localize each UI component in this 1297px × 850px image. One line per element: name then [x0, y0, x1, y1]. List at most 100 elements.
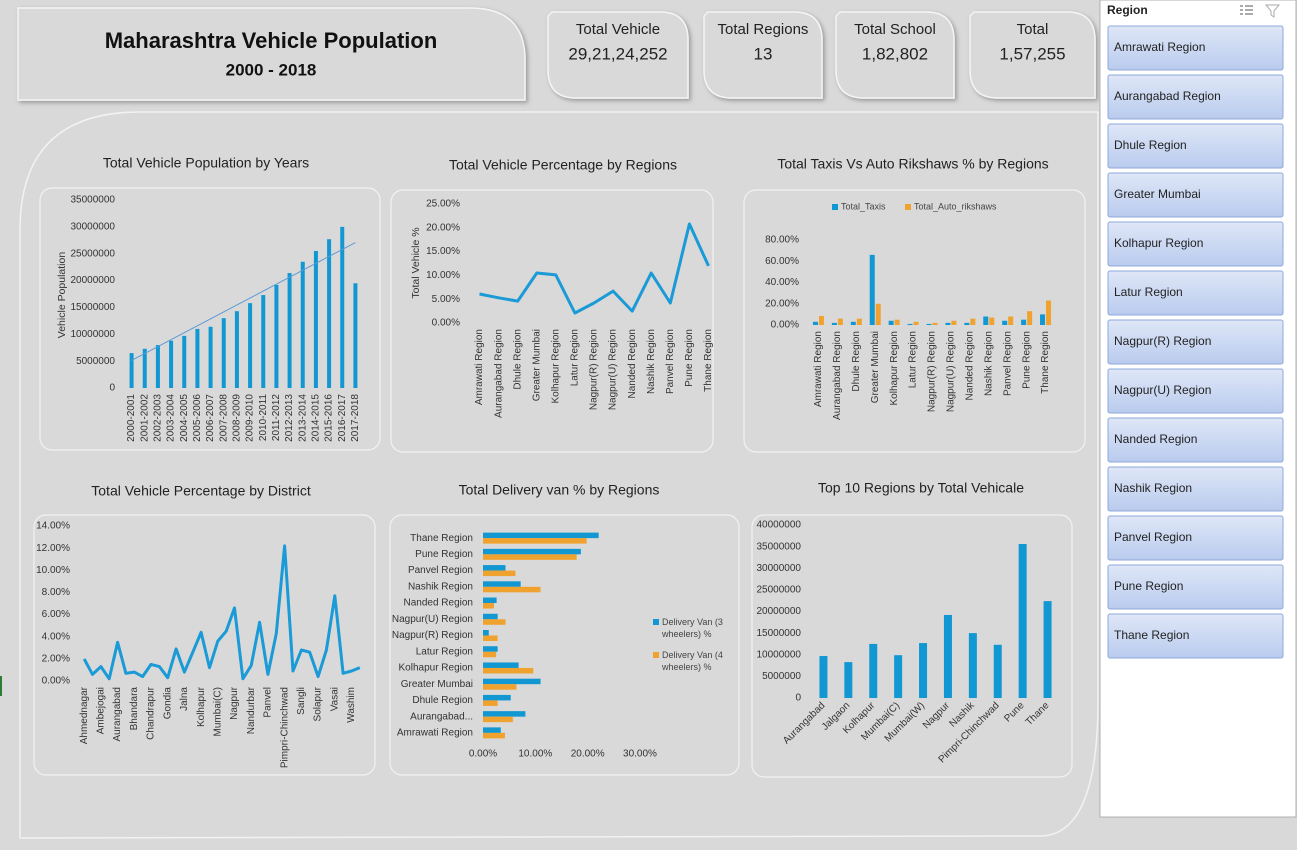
- kpi-card: [969, 11, 1096, 99]
- x-tick-label: 2015-2016: [324, 394, 335, 442]
- slicer-button[interactable]: [1107, 466, 1284, 512]
- slicer-button[interactable]: [1107, 74, 1284, 120]
- slicer-button[interactable]: [1107, 221, 1284, 267]
- slicer-item-label[interactable]: Nagpur(R) Region: [1114, 334, 1211, 348]
- slicer-item-label[interactable]: Pune Region: [1114, 579, 1183, 593]
- bar: [483, 581, 521, 587]
- slicer-item[interactable]: Nanded Region: [1107, 417, 1284, 463]
- slicer-item-label[interactable]: Latur Region: [1114, 285, 1183, 299]
- bar: [261, 295, 266, 388]
- y-tick-label: 8.00%: [42, 587, 70, 598]
- slicer-item-label[interactable]: Dhule Region: [1114, 138, 1187, 152]
- y-tick-label: Thane Region: [410, 533, 473, 544]
- bar: [483, 630, 489, 636]
- x-tick-label: Aurangabad: [112, 687, 123, 742]
- y-tick-label: 20000000: [757, 606, 802, 617]
- bar: [142, 348, 147, 388]
- x-tick-label: Solapur: [313, 686, 324, 721]
- slicer-button[interactable]: [1107, 368, 1284, 414]
- x-tick-label: 20.00%: [571, 749, 605, 760]
- bar: [812, 321, 818, 325]
- y-tick-label: 20000000: [71, 275, 116, 286]
- chart-panel: [389, 514, 740, 776]
- slicer-item-label[interactable]: Nashik Region: [1114, 481, 1192, 495]
- bar: [1040, 314, 1046, 325]
- slicer-item[interactable]: Panvel Region: [1107, 515, 1284, 561]
- y-tick-label: 10.00%: [426, 270, 460, 281]
- y-tick-label: 4.00%: [42, 631, 70, 642]
- slicer-button[interactable]: [1107, 123, 1284, 169]
- bar: [819, 656, 828, 698]
- slicer-button[interactable]: [1107, 417, 1284, 463]
- y-axis-label: Total Vehicle %: [410, 227, 422, 298]
- dashboard-title: Maharashtra Vehicle Population: [105, 28, 438, 53]
- x-tick-label: Vasai: [329, 687, 340, 711]
- slicer-button[interactable]: [1107, 25, 1284, 71]
- x-tick-label: 2005-2006: [192, 394, 203, 442]
- y-tick-label: 25000000: [71, 248, 116, 259]
- chart-title: Total Vehicle Percentage by Regions: [449, 157, 677, 173]
- bar: [287, 273, 292, 388]
- bar: [869, 254, 875, 325]
- slicer-item-label[interactable]: Aurangabad Region: [1114, 89, 1221, 103]
- slicer-item[interactable]: Pune Region: [1107, 564, 1284, 610]
- slicer-item-label[interactable]: Kolhapur Region: [1114, 236, 1203, 250]
- x-tick-label: 10.00%: [518, 749, 552, 760]
- slicer-item[interactable]: Thane Region: [1107, 613, 1284, 659]
- slicer-item-label[interactable]: Greater Mumbai: [1114, 187, 1201, 201]
- chart-title: Total Vehicle Population by Years: [103, 155, 309, 171]
- kpi-value: 29,21,24,252: [568, 44, 667, 63]
- bar: [483, 554, 577, 560]
- bar: [483, 678, 541, 685]
- clear-filter-icon[interactable]: [1264, 4, 1281, 18]
- slicer-item[interactable]: Nagpur(U) Region: [1107, 368, 1284, 414]
- x-tick-label: 2007-2008: [218, 394, 229, 442]
- x-tick-label: Ahmednagar: [79, 686, 90, 744]
- x-tick-label: 2004-2005: [179, 394, 190, 442]
- slicer-item-label[interactable]: Nanded Region: [1114, 432, 1197, 446]
- slicer-item[interactable]: Nashik Region: [1107, 466, 1284, 512]
- bar: [483, 635, 498, 641]
- slicer-icons[interactable]: [1240, 4, 1281, 18]
- slicer-item[interactable]: Dhule Region: [1107, 123, 1284, 169]
- y-tick-label: 15.00%: [426, 246, 460, 257]
- slicer-item[interactable]: Greater Mumbai: [1107, 172, 1284, 218]
- slicer-item[interactable]: Aurangabad Region: [1107, 74, 1284, 120]
- y-tick-label: 25.00%: [426, 199, 460, 210]
- bar: [483, 646, 498, 652]
- bar: [894, 319, 900, 325]
- slicer-item-label[interactable]: Nagpur(U) Region: [1114, 383, 1211, 397]
- x-tick-label: Pune Region: [1021, 331, 1032, 389]
- y-tick-label: 0.00%: [42, 676, 70, 687]
- bar: [1046, 300, 1052, 325]
- slicer-button[interactable]: [1107, 319, 1284, 365]
- bar: [483, 727, 501, 733]
- slicer-button[interactable]: [1107, 564, 1284, 610]
- legend-label: Delivery Van (4 wheelers) %: [662, 650, 723, 672]
- dashboard-subtitle: 2000 - 2018: [226, 60, 317, 79]
- slicer-button[interactable]: [1107, 270, 1284, 316]
- bar: [483, 619, 506, 625]
- bar: [327, 239, 332, 388]
- bar: [932, 322, 938, 325]
- slicer-button[interactable]: [1107, 613, 1284, 659]
- slicer-item-label[interactable]: Thane Region: [1114, 628, 1189, 642]
- slicer-button[interactable]: [1107, 172, 1284, 218]
- x-tick-label: Kolhapur Region: [889, 331, 900, 406]
- x-tick-label: Thane Region: [1040, 331, 1051, 394]
- y-tick-label: Kolhapur Region: [399, 663, 474, 674]
- slicer-item[interactable]: Latur Region: [1107, 270, 1284, 316]
- slicer-button[interactable]: [1107, 515, 1284, 561]
- chart-panel: [743, 189, 1086, 453]
- slicer-item[interactable]: Amrawati Region: [1107, 25, 1284, 71]
- slicer-item[interactable]: Nagpur(R) Region: [1107, 319, 1284, 365]
- slicer-item[interactable]: Kolhapur Region: [1107, 221, 1284, 267]
- slicer-item-label[interactable]: Panvel Region: [1114, 530, 1192, 544]
- multi-select-icon[interactable]: [1240, 5, 1253, 15]
- slicer-item-label[interactable]: Amrawati Region: [1114, 40, 1205, 54]
- x-tick-label: 30.00%: [623, 749, 657, 760]
- bar: [907, 323, 913, 325]
- bar: [195, 328, 200, 388]
- x-tick-label: Nagpur: [229, 686, 240, 719]
- bar: [968, 633, 977, 698]
